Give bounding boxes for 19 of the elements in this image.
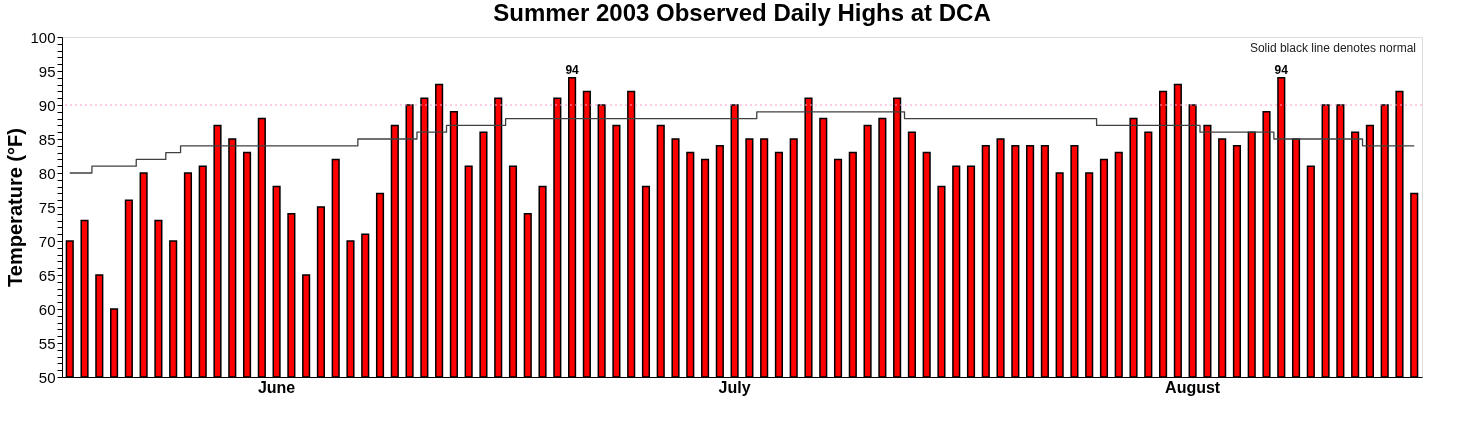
y-tick-label: 80 <box>38 164 56 182</box>
y-tick-label: 100 <box>30 28 56 46</box>
y-tick-label: 75 <box>38 198 56 216</box>
x-tick-label: June <box>257 378 296 396</box>
chart-title: Summer 2003 Observed Daily Highs at DCA <box>493 0 991 26</box>
y-tick-label: 65 <box>38 266 56 284</box>
x-tick-label: July <box>718 378 751 396</box>
y-tick-label: 85 <box>38 130 56 148</box>
y-tick-label: 50 <box>38 368 56 386</box>
data-label: 94 <box>1274 62 1289 77</box>
y-tick-label: 60 <box>38 300 56 318</box>
y-tick-label: 90 <box>38 96 56 114</box>
y-tick-label: 70 <box>38 232 56 250</box>
x-tick-label: August <box>1165 378 1221 396</box>
data-label: 94 <box>565 62 580 77</box>
y-axis-title: Temperature (°F) <box>4 128 27 287</box>
y-tick-label: 55 <box>38 334 56 352</box>
annotation: Solid black line denotes normal <box>1249 41 1416 55</box>
y-tick-label: 95 <box>38 62 56 80</box>
